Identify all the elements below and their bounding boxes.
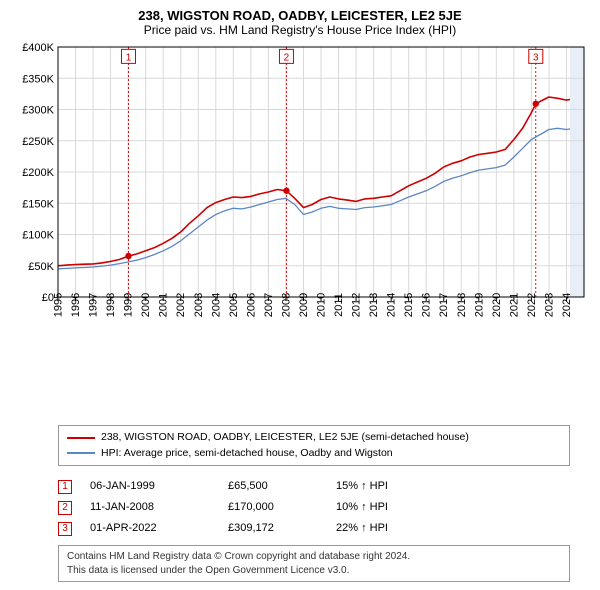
svg-text:2016: 2016	[421, 293, 433, 317]
legend-item-price-paid: 238, WIGSTON ROAD, OADBY, LEICESTER, LE2…	[67, 430, 561, 446]
svg-text:2013: 2013	[368, 293, 380, 317]
line-chart: £0£50K£100K£150K£200K£250K£300K£350K£400…	[10, 41, 590, 351]
event-row: 3 01-APR-2022 £309,172 22% ↑ HPI	[58, 518, 570, 539]
svg-text:2002: 2002	[175, 293, 187, 317]
chart-plot-area: £0£50K£100K£150K£200K£250K£300K£350K£400…	[10, 41, 590, 419]
legend: 238, WIGSTON ROAD, OADBY, LEICESTER, LE2…	[58, 425, 570, 467]
event-price: £65,500	[228, 476, 318, 497]
svg-text:£400K: £400K	[22, 42, 54, 54]
svg-text:1995: 1995	[53, 293, 65, 317]
event-date: 11-JAN-2008	[90, 497, 210, 518]
svg-text:1998: 1998	[105, 293, 117, 317]
svg-text:£250K: £250K	[22, 136, 54, 148]
event-table: 1 06-JAN-1999 £65,500 15% ↑ HPI 2 11-JAN…	[58, 476, 570, 539]
legend-swatch-hpi	[67, 452, 95, 454]
event-marker-3: 3	[58, 522, 72, 536]
event-date: 06-JAN-1999	[90, 476, 210, 497]
legend-swatch-price-paid	[67, 437, 95, 439]
svg-text:2005: 2005	[228, 293, 240, 317]
svg-text:3: 3	[533, 52, 539, 63]
footer-line-1: Contains HM Land Registry data © Crown c…	[67, 550, 561, 564]
svg-text:£300K: £300K	[22, 105, 54, 117]
svg-text:2004: 2004	[210, 293, 222, 317]
svg-text:1997: 1997	[88, 293, 100, 317]
svg-text:2014: 2014	[386, 293, 398, 317]
svg-text:2021: 2021	[508, 293, 520, 317]
svg-text:2007: 2007	[263, 293, 275, 317]
svg-text:2017: 2017	[438, 293, 450, 317]
svg-text:2019: 2019	[473, 293, 485, 317]
chart-title: 238, WIGSTON ROAD, OADBY, LEICESTER, LE2…	[10, 8, 590, 23]
svg-text:2: 2	[284, 52, 290, 63]
legend-item-hpi: HPI: Average price, semi-detached house,…	[67, 446, 561, 462]
chart-subtitle: Price paid vs. HM Land Registry's House …	[10, 23, 590, 37]
chart-container: 238, WIGSTON ROAD, OADBY, LEICESTER, LE2…	[0, 0, 600, 590]
svg-text:2012: 2012	[351, 293, 363, 317]
svg-text:£350K: £350K	[22, 73, 54, 85]
svg-text:2001: 2001	[158, 293, 170, 317]
svg-text:£100K: £100K	[22, 230, 54, 242]
event-row: 1 06-JAN-1999 £65,500 15% ↑ HPI	[58, 476, 570, 497]
svg-text:1996: 1996	[70, 293, 82, 317]
svg-text:2020: 2020	[491, 293, 503, 317]
svg-text:2009: 2009	[298, 293, 310, 317]
svg-text:£200K: £200K	[22, 167, 54, 179]
svg-text:2010: 2010	[316, 293, 328, 317]
svg-text:2000: 2000	[140, 293, 152, 317]
svg-text:£150K: £150K	[22, 198, 54, 210]
event-row: 2 11-JAN-2008 £170,000 10% ↑ HPI	[58, 497, 570, 518]
svg-text:2023: 2023	[543, 293, 555, 317]
attribution-footer: Contains HM Land Registry data © Crown c…	[58, 545, 570, 582]
svg-text:1: 1	[126, 52, 132, 63]
event-hpi: 15% ↑ HPI	[336, 476, 570, 497]
event-date: 01-APR-2022	[90, 518, 210, 539]
event-price: £170,000	[228, 497, 318, 518]
svg-text:£50K: £50K	[28, 261, 54, 273]
svg-text:2024: 2024	[561, 293, 573, 317]
event-marker-2: 2	[58, 501, 72, 515]
svg-text:2003: 2003	[193, 293, 205, 317]
svg-text:2006: 2006	[245, 293, 257, 317]
legend-label-hpi: HPI: Average price, semi-detached house,…	[101, 446, 393, 462]
svg-text:2015: 2015	[403, 293, 415, 317]
legend-label-price-paid: 238, WIGSTON ROAD, OADBY, LEICESTER, LE2…	[101, 430, 469, 446]
event-hpi: 10% ↑ HPI	[336, 497, 570, 518]
footer-line-2: This data is licensed under the Open Gov…	[67, 564, 561, 578]
event-marker-1: 1	[58, 480, 72, 494]
event-hpi: 22% ↑ HPI	[336, 518, 570, 539]
svg-text:2018: 2018	[456, 293, 468, 317]
event-price: £309,172	[228, 518, 318, 539]
